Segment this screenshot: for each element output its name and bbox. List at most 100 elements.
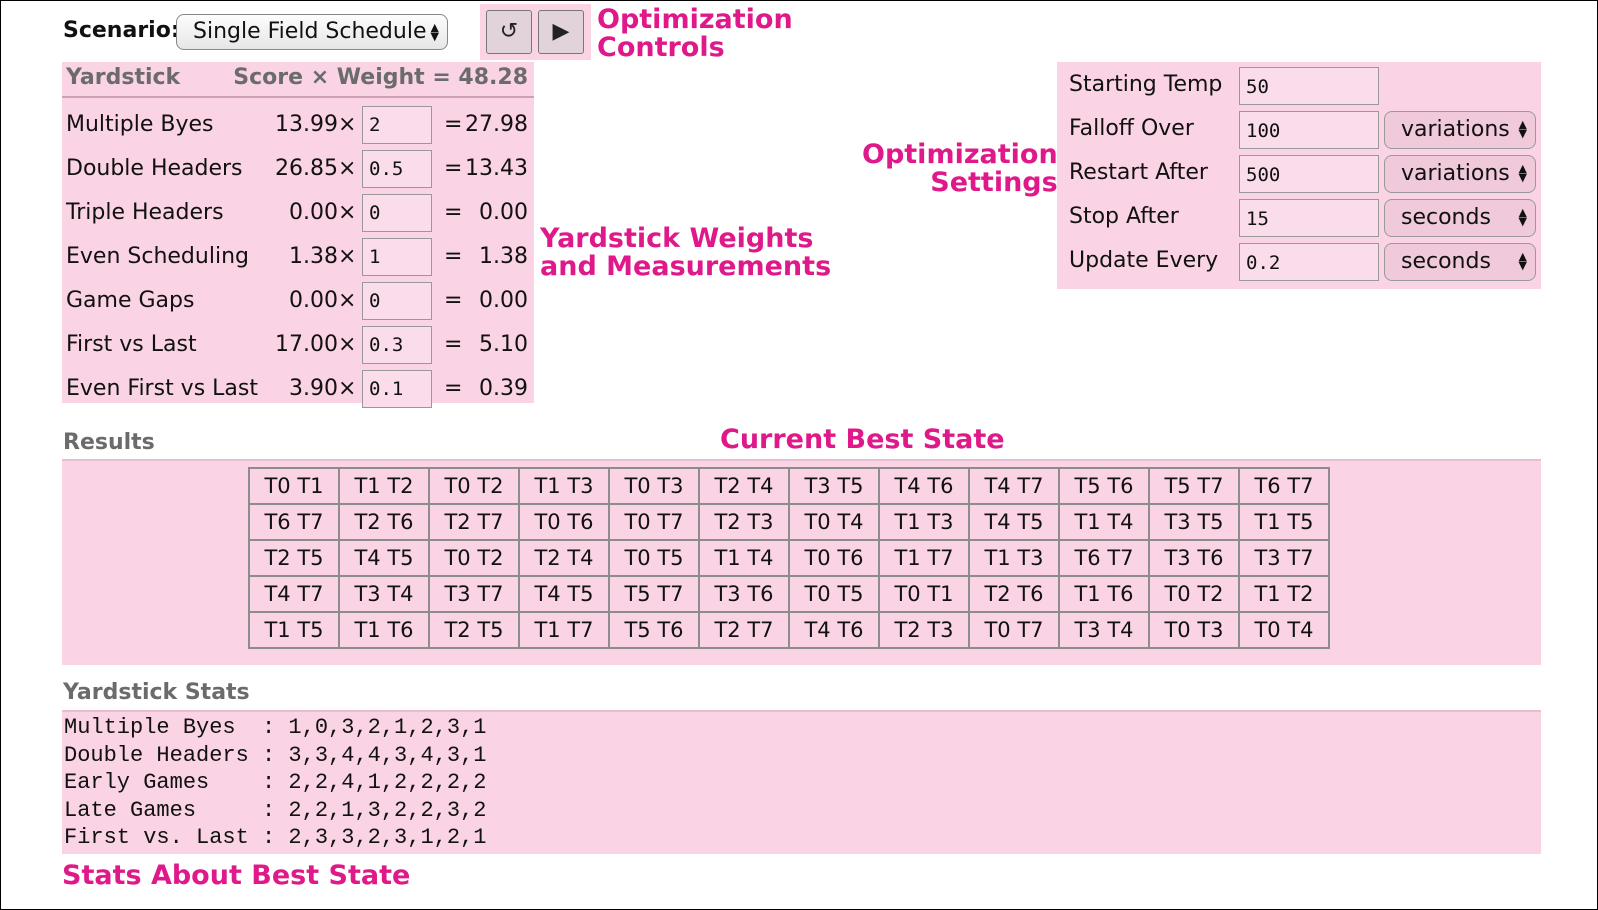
optimization-settings-panel: Starting Temp 50 Falloff Over 100 variations… [1057,62,1541,289]
match-cell: T1 T3 [968,539,1060,577]
match-cell: T0 T3 [1148,611,1240,649]
setting-input[interactable]: 500 [1239,155,1379,193]
yardstick-row: First vs Last 17.00 × 0.3 = 5.10 [62,324,534,364]
match-cell: T4 T6 [788,611,880,649]
setting-input[interactable]: 50 [1239,67,1379,105]
weight-input[interactable]: 0.5 [362,150,432,188]
stats-panel: Multiple Byes : 1,0,3,2,1,2,3,1 Double He… [62,710,1541,854]
unit-select[interactable]: variations ▲ ▼ [1384,155,1536,193]
yardstick-score: 13.99 [275,112,338,137]
table-row: T1 T5 T1 T6 T2 T5 T1 T7 T5 T6 T2 T7 T4 T6 T2 T3… [248,611,1330,649]
match-cell: T0 T2 [428,467,520,505]
yardstick-name: Triple Headers [66,200,224,225]
equals-sign: = [444,200,463,225]
times-sign: × [338,156,357,181]
match-cell: T3 T5 [788,467,880,505]
match-cell: T5 T6 [608,611,700,649]
match-cell: T4 T7 [248,575,340,613]
scenario-select[interactable]: Single Field Schedule ▲ ▼ [176,14,448,50]
weighted-result: 1.38 [479,244,528,269]
match-cell: T1 T6 [1058,575,1150,613]
match-cell: T0 T1 [878,575,970,613]
match-cell: T1 T2 [338,467,430,505]
setting-input[interactable]: 15 [1239,199,1379,237]
match-cell: T1 T3 [518,467,610,505]
match-cell: T0 T4 [788,503,880,541]
weight-input[interactable]: 0.1 [362,370,432,408]
match-cell: T0 T6 [518,503,610,541]
play-icon: ▶ [552,19,570,44]
setting-name: Falloff Over [1069,116,1194,141]
match-cell: T1 T6 [338,611,430,649]
annotation-optimization-controls: Optimization Controls [597,4,793,63]
setting-name: Starting Temp [1069,72,1223,97]
yardstick-row: Multiple Byes 13.99 × 2 = 27.98 [62,104,534,144]
yardstick-row: Double Headers 26.85 × 0.5 = 13.43 [62,148,534,188]
updown-arrows-icon: ▲ ▼ [1518,162,1527,184]
times-sign: × [338,200,357,225]
match-cell: T0 T4 [1238,611,1330,649]
match-cell: T3 T6 [1148,539,1240,577]
annotation-current-best-state: Current Best State [720,424,1005,455]
unit-selected-value: seconds [1401,249,1491,274]
weight-input[interactable]: 1 [362,238,432,276]
stat-line: Early Games : 2,2,4,1,2,2,2,2 [64,770,487,795]
match-cell: T1 T4 [698,539,790,577]
match-cell: T3 T7 [428,575,520,613]
weighted-result: 0.00 [479,200,528,225]
yardstick-weights-panel: Yardstick Score × Weight = 48.28 Multipl… [62,62,534,408]
stat-line: Double Headers : 3,3,4,4,3,4,3,1 [64,742,487,768]
match-cell: T1 T7 [878,539,970,577]
yardstick-score: 0.00 [289,200,338,225]
updown-arrows-icon: ▲ ▼ [1518,206,1527,228]
match-cell: T3 T7 [1238,539,1330,577]
match-cell: T0 T5 [788,575,880,613]
times-sign: × [338,244,357,269]
table-row: T4 T7 T3 T4 T3 T7 T4 T5 T5 T7 T3 T6 T0 T5 T0 T1… [248,575,1330,613]
match-cell: T3 T6 [698,575,790,613]
match-cell: T1 T5 [1238,503,1330,541]
weight-input[interactable]: 0 [362,194,432,232]
equals-sign: = [444,244,463,269]
weight-input[interactable]: 0 [362,282,432,320]
match-cell: T0 T6 [788,539,880,577]
setting-name: Restart After [1069,160,1208,185]
unit-select[interactable]: seconds ▲ ▼ [1384,199,1536,237]
match-cell: T4 T7 [968,467,1060,505]
yardstick-name: Multiple Byes [66,112,214,137]
weight-input[interactable]: 2 [362,106,432,144]
match-cell: T0 T2 [428,539,520,577]
unit-select[interactable]: variations ▲ ▼ [1384,111,1536,149]
yardstick-header: Yardstick [66,65,181,90]
setting-input[interactable]: 0.2 [1239,243,1379,281]
yardstick-name: Even Scheduling [66,244,249,269]
weighted-result: 27.98 [465,112,528,137]
match-cell: T2 T6 [968,575,1060,613]
match-cell: T6 T7 [1058,539,1150,577]
match-cell: T2 T5 [428,611,520,649]
setting-input[interactable]: 100 [1239,111,1379,149]
match-cell: T0 T7 [968,611,1060,649]
unit-select[interactable]: seconds ▲ ▼ [1384,243,1536,281]
reset-button[interactable]: ↺ [486,10,532,54]
yardstick-name: Game Gaps [66,288,195,313]
stat-line: First vs. Last : 2,3,3,2,3,1,2,1 [64,825,487,850]
match-cell: T0 T7 [608,503,700,541]
yardstick-row: Triple Headers 0.00 × 0 = 0.00 [62,192,534,232]
match-cell: T1 T5 [248,611,340,649]
match-cell: T2 T7 [698,611,790,649]
match-cell: T5 T7 [608,575,700,613]
play-button[interactable]: ▶ [538,10,584,54]
equals-sign: = [444,288,463,313]
unit-selected-value: variations [1401,161,1510,186]
match-cell: T4 T5 [338,539,430,577]
match-cell: T2 T7 [428,503,520,541]
unit-selected-value: variations [1401,117,1510,142]
scenario-selected-value: Single Field Schedule [193,19,427,44]
weight-input[interactable]: 0.3 [362,326,432,364]
updown-arrows-icon: ▲ ▼ [1518,118,1527,140]
results-label: Results [63,430,155,455]
equals-sign: = [444,376,463,401]
table-row: T0 T1 T1 T2 T0 T2 T1 T3 T0 T3 T2 T4 T3 T5 T4 T6… [248,467,1330,505]
annotation-stats-best-state: Stats About Best State [62,860,411,891]
